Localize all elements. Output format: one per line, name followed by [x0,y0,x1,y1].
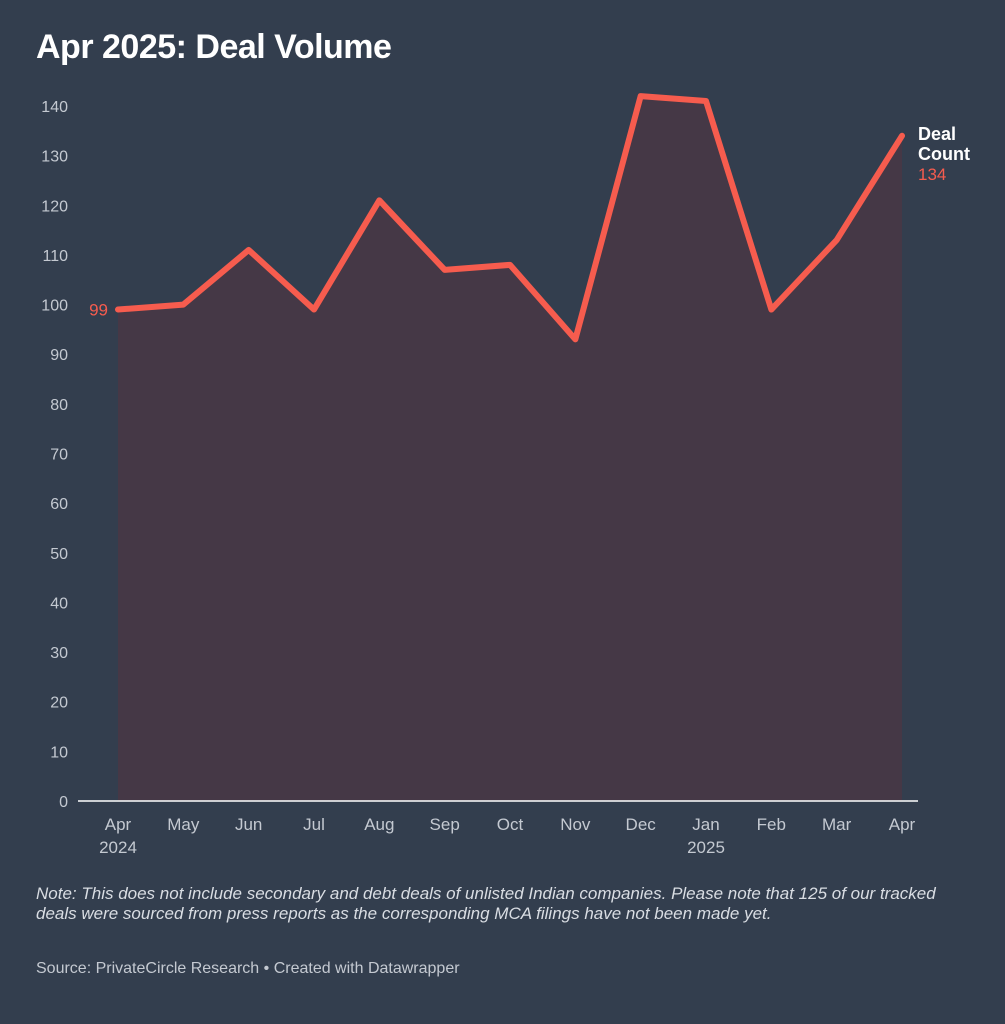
y-tick-label: 30 [50,645,68,662]
x-tick-label: Jun [235,815,262,834]
x-tick-label: Nov [560,815,591,834]
x-tick-label: Sep [430,815,460,834]
deal-volume-chart: 0 10 20 30 40 50 60 70 80 90 100 110 120 130 140 Apr 20… [41,93,970,857]
footer-source: Source: PrivateCircle Research • Created… [36,960,460,977]
x-tick-year-label: 2024 [99,838,137,857]
x-tick-label: Jan [692,815,719,834]
y-tick-label: 100 [41,298,68,315]
x-tick-label: Feb [757,815,786,834]
y-tick-label: 0 [59,794,68,811]
y-axis: 0 10 20 30 40 50 60 70 80 90 100 110 120 130 140 [41,99,68,811]
x-tick-year-label: 2025 [687,838,725,857]
y-tick-label: 120 [41,198,68,215]
footer-note: Note: This does not include secondary an… [36,884,936,923]
x-tick-label: Mar [822,815,852,834]
y-tick-label: 110 [42,248,68,265]
y-tick-label: 140 [41,99,68,116]
area-fill [118,96,902,802]
x-tick-label: May [167,815,200,834]
y-tick-label: 90 [50,347,68,364]
series-name-label: Count [918,144,970,164]
x-tick-label: Oct [497,815,524,834]
series-name-label: Deal [918,124,956,144]
x-tick-label: Dec [626,815,657,834]
y-tick-label: 10 [50,744,68,761]
x-tick-label: Apr [105,815,132,834]
start-value-label: 99 [89,301,108,320]
y-tick-label: 20 [50,695,68,712]
x-tick-label: Aug [364,815,394,834]
end-value-label: 134 [918,165,946,184]
y-tick-label: 130 [41,149,68,166]
x-axis: Apr 2024 May Jun Jul Aug Sep Oct Nov Dec Jan 2025 Fe… [78,800,918,857]
y-tick-label: 70 [50,447,68,464]
y-tick-label: 50 [50,546,68,563]
y-tick-label: 40 [50,595,68,612]
y-tick-label: 80 [50,397,68,414]
x-tick-label: Jul [303,815,325,834]
y-tick-label: 60 [50,496,68,513]
chart-title: Apr 2025: Deal Volume [36,28,392,66]
deal-count-line [115,93,905,343]
x-tick-label: Apr [889,815,916,834]
plot-area [115,93,905,802]
